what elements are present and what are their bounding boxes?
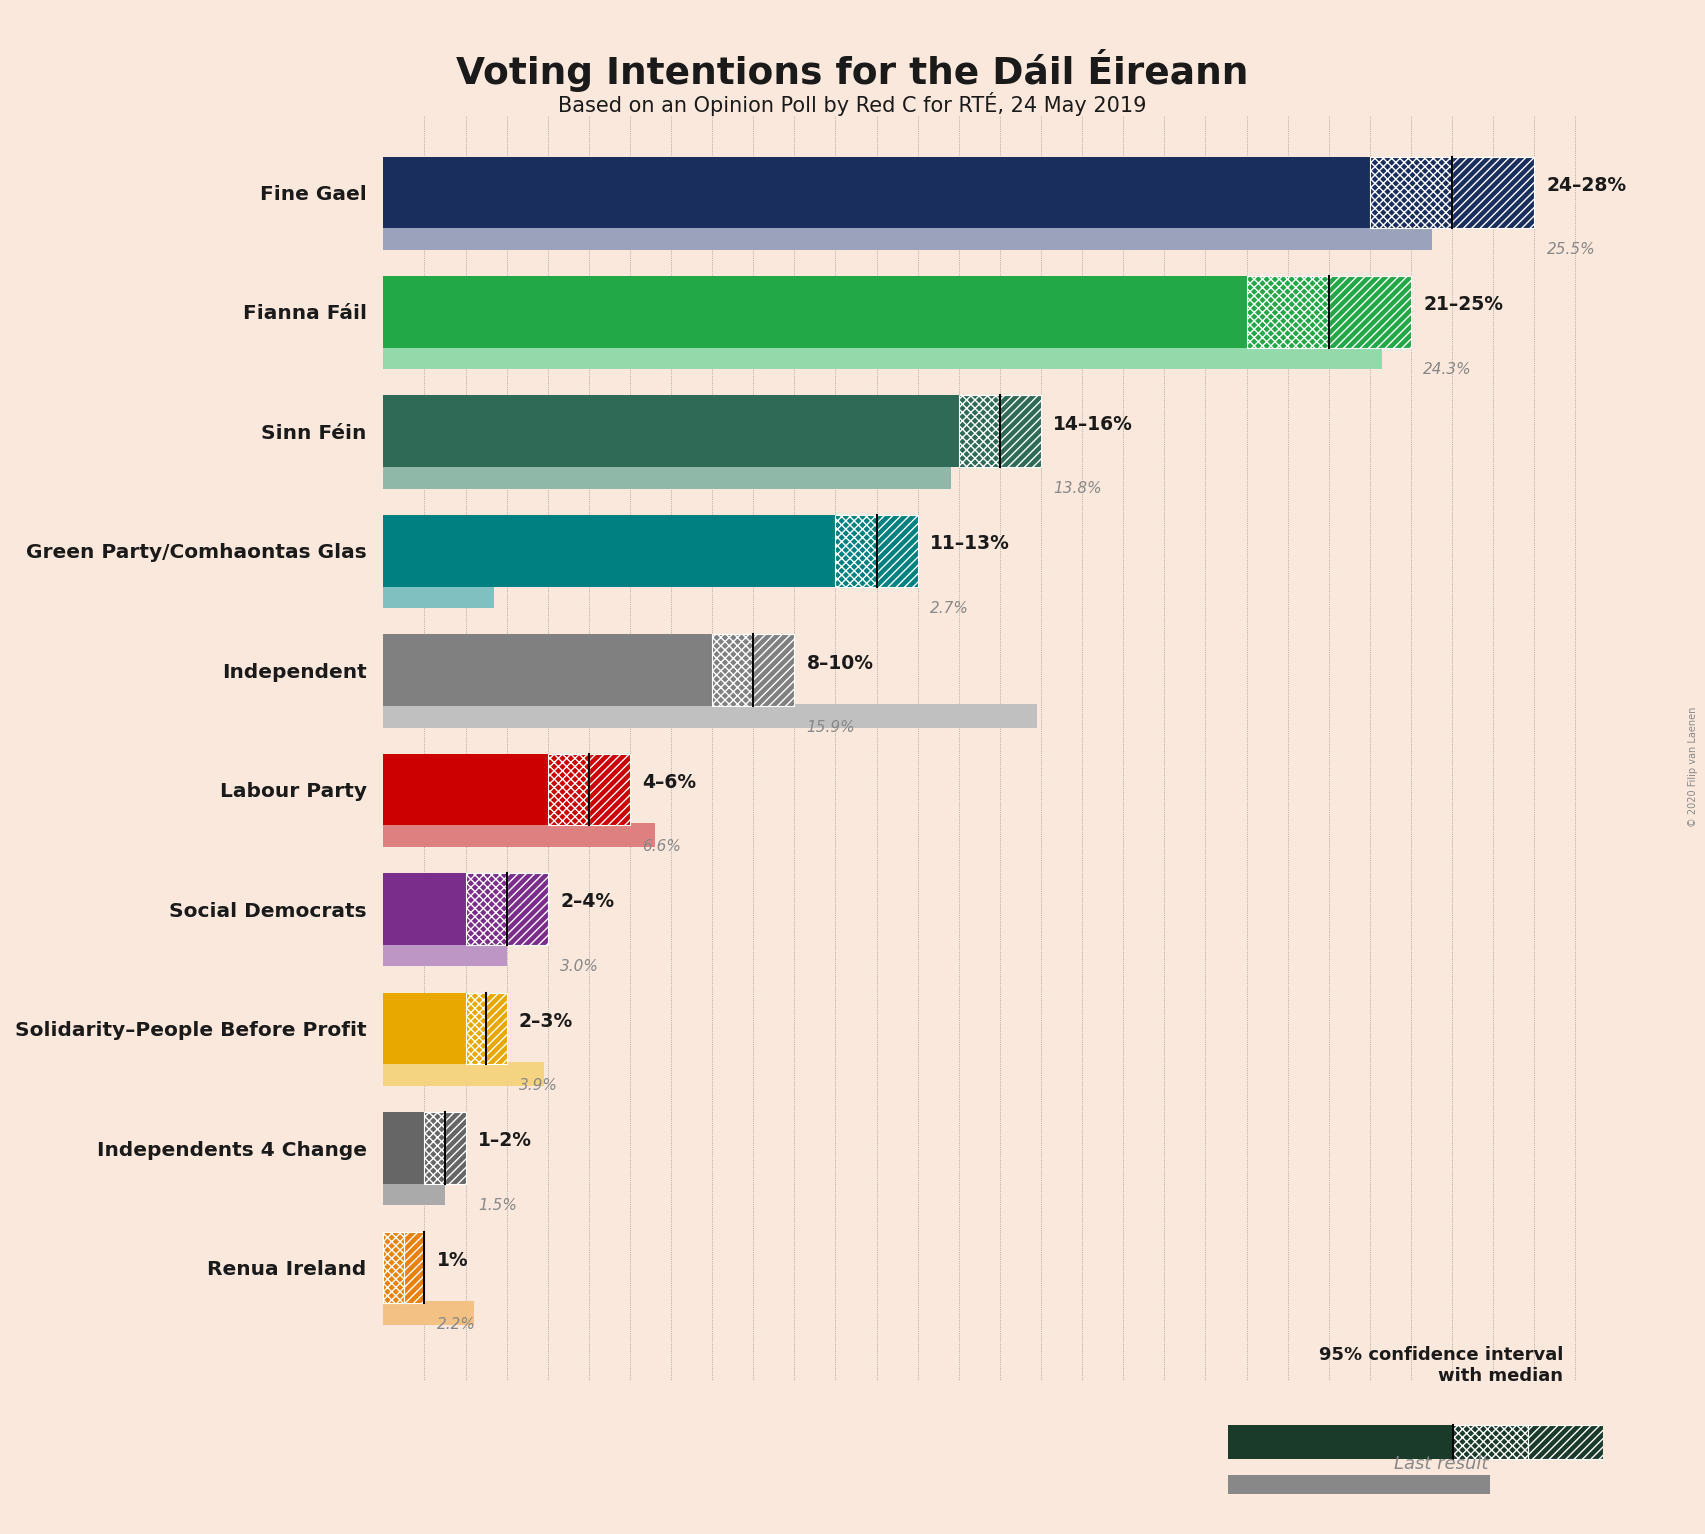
Text: 1.5%: 1.5%	[477, 1198, 517, 1213]
Bar	[465, 992, 506, 1065]
Text: 3.0%: 3.0%	[559, 959, 598, 974]
Bar	[1369, 156, 1453, 229]
Bar	[465, 992, 486, 1065]
Bar	[384, 635, 713, 706]
Text: 1–2%: 1–2%	[477, 1132, 532, 1150]
Bar	[465, 873, 506, 945]
Bar	[713, 635, 754, 706]
Text: 95% confidence interval
with median: 95% confidence interval with median	[1318, 1347, 1563, 1385]
Bar	[384, 1232, 425, 1304]
Text: Based on an Opinion Poll by Red C for RTÉ, 24 May 2019: Based on an Opinion Poll by Red C for RT…	[558, 92, 1147, 117]
Bar	[999, 396, 1042, 468]
Bar	[835, 515, 876, 586]
Bar	[384, 824, 655, 847]
Text: 25.5%: 25.5%	[1546, 242, 1596, 258]
Text: 4–6%: 4–6%	[643, 773, 696, 792]
Text: 13.8%: 13.8%	[1054, 482, 1101, 495]
Text: 2–3%: 2–3%	[518, 1012, 573, 1031]
Bar	[1328, 276, 1412, 348]
Bar	[384, 873, 465, 945]
Text: 8–10%: 8–10%	[806, 653, 873, 672]
Bar	[384, 942, 506, 966]
Bar	[425, 1112, 465, 1184]
Bar	[1228, 1474, 1490, 1494]
Text: 1%: 1%	[436, 1250, 469, 1270]
Bar	[384, 156, 1369, 229]
Bar	[384, 1301, 474, 1325]
Bar	[1369, 156, 1534, 229]
Bar	[425, 1112, 445, 1184]
Text: Last result: Last result	[1393, 1454, 1488, 1473]
Bar	[835, 515, 917, 586]
Bar	[384, 1181, 445, 1206]
Text: 24–28%: 24–28%	[1546, 176, 1627, 195]
Bar	[384, 992, 465, 1065]
Text: 15.9%: 15.9%	[806, 719, 856, 735]
Bar	[588, 753, 629, 825]
Bar	[1246, 276, 1412, 348]
Text: 2.2%: 2.2%	[436, 1318, 476, 1333]
Bar	[713, 635, 795, 706]
Bar	[1453, 156, 1534, 229]
Bar	[384, 345, 1383, 370]
Bar	[958, 396, 1042, 468]
Text: Voting Intentions for the Dáil Éireann: Voting Intentions for the Dáil Éireann	[457, 49, 1248, 92]
Bar	[1228, 1425, 1453, 1459]
Bar	[1453, 1425, 1528, 1459]
Bar	[384, 276, 1246, 348]
Bar	[486, 992, 506, 1065]
Bar	[384, 225, 1432, 250]
Bar	[445, 1112, 465, 1184]
Text: 21–25%: 21–25%	[1424, 295, 1504, 314]
Bar	[1528, 1425, 1603, 1459]
Bar	[465, 873, 547, 945]
Bar	[384, 465, 951, 489]
Bar	[1453, 1425, 1528, 1459]
Bar	[1528, 1425, 1603, 1459]
Text: 11–13%: 11–13%	[929, 534, 1009, 554]
Text: 6.6%: 6.6%	[643, 839, 682, 854]
Text: 2–4%: 2–4%	[559, 893, 614, 911]
Bar	[547, 753, 588, 825]
Bar	[876, 515, 917, 586]
Bar	[384, 1062, 544, 1086]
Text: 3.9%: 3.9%	[518, 1078, 558, 1094]
Bar	[404, 1232, 425, 1304]
Bar	[506, 873, 547, 945]
Text: © 2020 Filip van Laenen: © 2020 Filip van Laenen	[1688, 707, 1698, 827]
Text: 24.3%: 24.3%	[1424, 362, 1471, 377]
Text: 2.7%: 2.7%	[929, 601, 968, 615]
Bar	[384, 753, 547, 825]
Bar	[384, 396, 958, 468]
Bar	[384, 1112, 425, 1184]
Bar	[547, 753, 629, 825]
Bar	[384, 584, 494, 607]
Bar	[754, 635, 795, 706]
Bar	[384, 1232, 404, 1304]
Bar	[384, 704, 1037, 727]
Text: 14–16%: 14–16%	[1054, 414, 1134, 434]
Bar	[958, 396, 999, 468]
Bar	[1246, 276, 1328, 348]
Bar	[384, 515, 835, 586]
